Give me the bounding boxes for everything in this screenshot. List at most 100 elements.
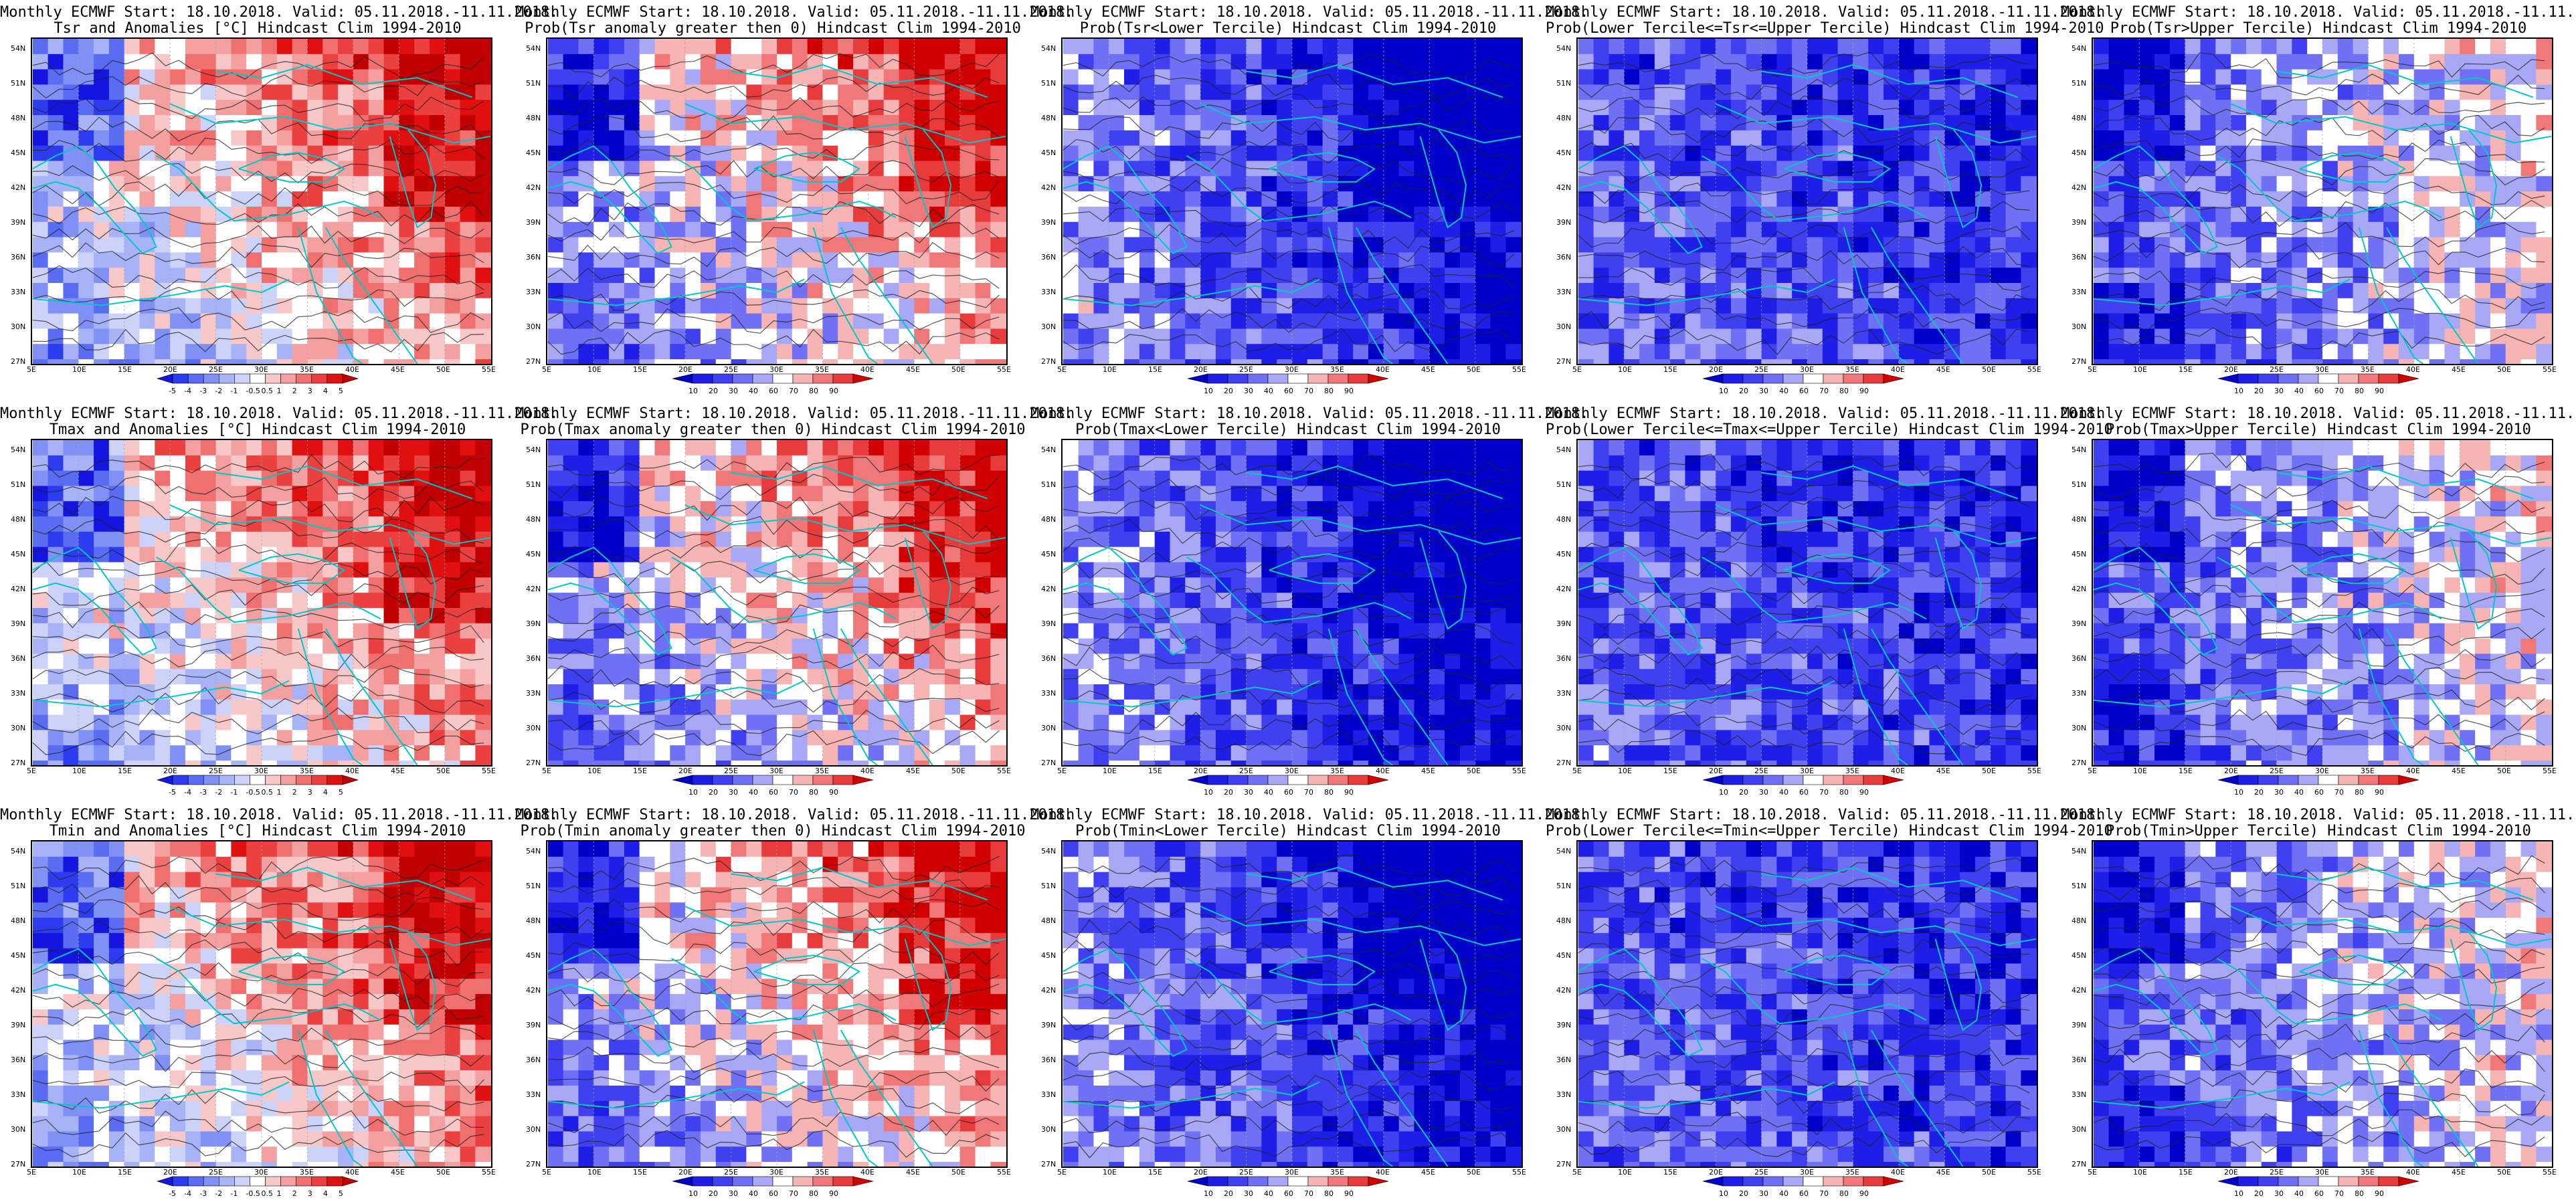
colorbar-tick: 70 bbox=[789, 1189, 798, 1198]
colorbar-tick: 40 bbox=[1264, 788, 1273, 797]
colorbar-tick: 60 bbox=[769, 1189, 778, 1198]
lon-label: 20E bbox=[2224, 365, 2238, 374]
lon-label: 30E bbox=[254, 767, 268, 775]
colorbar bbox=[2211, 1176, 2425, 1187]
lat-label: 54N bbox=[1041, 44, 1056, 53]
colorbar-tick: 90 bbox=[2375, 788, 2384, 797]
lat-label: 33N bbox=[2072, 288, 2087, 296]
lon-label: 40E bbox=[860, 1168, 875, 1177]
lat-label: 36N bbox=[2072, 654, 2087, 663]
lon-label: 55E bbox=[482, 365, 496, 374]
lon-label: 45E bbox=[1421, 1168, 1435, 1177]
lat-label: 36N bbox=[1041, 654, 1056, 663]
lon-label: 45E bbox=[391, 1168, 405, 1177]
colorbar-tick: -0.5 bbox=[246, 387, 260, 395]
lon-label: 45E bbox=[391, 365, 405, 374]
lat-label: 42N bbox=[11, 986, 26, 995]
lat-label: 36N bbox=[526, 1056, 541, 1064]
lon-label: 25E bbox=[1754, 365, 1768, 374]
colorbar-tick: -5 bbox=[169, 1189, 177, 1198]
lon-label: 5E bbox=[542, 1168, 551, 1177]
panel-title-line2: Prob(Tmax>Upper Tercile) Hindcast Clim 1… bbox=[2106, 421, 2531, 438]
colorbar-tick: 30 bbox=[1759, 1189, 1768, 1198]
lat-label: 30N bbox=[1556, 322, 1572, 331]
colorbar-tick: 10 bbox=[1719, 1189, 1728, 1198]
colorbar-tick: 70 bbox=[1819, 1189, 1829, 1198]
lon-label: 15E bbox=[633, 1168, 647, 1177]
lat-label: 30N bbox=[2072, 724, 2087, 732]
colorbar-tick: -2 bbox=[215, 387, 223, 395]
lon-label: 40E bbox=[1376, 365, 1390, 374]
colorbar-tick: 80 bbox=[1324, 387, 1333, 395]
colorbar bbox=[1181, 373, 1395, 384]
lon-label: 35E bbox=[300, 767, 314, 775]
colorbar-tick: 90 bbox=[2375, 387, 2384, 395]
lon-label: 45E bbox=[2452, 1168, 2466, 1177]
forecast-map bbox=[1061, 840, 1523, 1168]
lat-label: 45N bbox=[1041, 951, 1056, 960]
colorbar-tick: 20 bbox=[1224, 1189, 1233, 1198]
lon-label: 40E bbox=[2406, 1168, 2420, 1177]
lat-label: 48N bbox=[1041, 515, 1056, 524]
colorbar-tick: -2 bbox=[215, 788, 223, 797]
lon-label: 50E bbox=[1982, 365, 1996, 374]
lon-label: 10E bbox=[2133, 365, 2147, 374]
colorbar-tick: 5 bbox=[338, 788, 343, 797]
panel-title-line2: Tmin and Anomalies [°C] Hindcast Clim 19… bbox=[49, 823, 466, 839]
lon-label: 50E bbox=[2497, 365, 2511, 374]
lat-label: 30N bbox=[526, 322, 541, 331]
lon-label: 40E bbox=[345, 365, 359, 374]
colorbar bbox=[151, 1176, 365, 1187]
lon-label: 40E bbox=[860, 767, 875, 775]
colorbar-tick: -4 bbox=[184, 788, 192, 797]
lat-label: 27N bbox=[2072, 1160, 2087, 1169]
lon-label: 10E bbox=[1618, 365, 1632, 374]
lon-label: 40E bbox=[1891, 365, 1905, 374]
colorbar-tick: -5 bbox=[169, 387, 177, 395]
lat-label: 30N bbox=[526, 724, 541, 732]
lon-label: 10E bbox=[587, 365, 602, 374]
lon-label: 30E bbox=[769, 1168, 784, 1177]
panel-title-line2: Prob(Tsr anomaly greater then 0) Hindcas… bbox=[525, 20, 1021, 37]
lat-label: 39N bbox=[11, 1021, 26, 1029]
lon-label: 25E bbox=[209, 1168, 223, 1177]
colorbar-tick: 3 bbox=[307, 387, 312, 395]
colorbar-tick: -3 bbox=[199, 1189, 207, 1198]
lat-label: 39N bbox=[11, 619, 26, 628]
lat-label: 42N bbox=[1556, 585, 1572, 593]
lon-label: 55E bbox=[2027, 767, 2041, 775]
lat-label: 51N bbox=[1041, 480, 1056, 489]
lat-label: 45N bbox=[11, 148, 26, 157]
colorbar bbox=[151, 775, 365, 785]
lon-label: 55E bbox=[1512, 767, 1526, 775]
lat-label: 42N bbox=[2072, 183, 2087, 192]
colorbar-tick: 40 bbox=[2294, 387, 2304, 395]
lon-label: 50E bbox=[1467, 767, 1481, 775]
lat-label: 36N bbox=[1041, 253, 1056, 262]
lon-label: 15E bbox=[633, 767, 647, 775]
colorbar bbox=[2211, 373, 2425, 384]
lon-label: 25E bbox=[2270, 767, 2284, 775]
colorbar-tick: 30 bbox=[1244, 788, 1253, 797]
lat-label: 45N bbox=[526, 550, 541, 559]
colorbar-tick: 20 bbox=[2254, 1189, 2264, 1198]
panel-title-line1: Monthly ECMWF Start: 18.10.2018. Valid: … bbox=[2061, 4, 2576, 21]
colorbar-tick: 80 bbox=[2355, 788, 2364, 797]
lat-label: 36N bbox=[2072, 253, 2087, 262]
lon-label: 40E bbox=[860, 365, 875, 374]
lat-label: 33N bbox=[1556, 1090, 1572, 1099]
colorbar-tick: 70 bbox=[2334, 387, 2344, 395]
lat-label: 27N bbox=[526, 759, 541, 767]
colorbar-tick: 40 bbox=[1779, 387, 1788, 395]
map-canvas bbox=[2093, 440, 2552, 765]
lat-label: 36N bbox=[1041, 1056, 1056, 1064]
colorbar-tick: 70 bbox=[2334, 788, 2344, 797]
lat-label: 51N bbox=[11, 79, 26, 88]
map-panel-tsr-anom: Monthly ECMWF Start: 18.10.2018. Valid: … bbox=[0, 0, 558, 401]
lon-label: 10E bbox=[72, 365, 86, 374]
lat-label: 54N bbox=[11, 44, 26, 53]
colorbar-tick: 10 bbox=[688, 1189, 698, 1198]
lat-label: 27N bbox=[1556, 357, 1572, 366]
map-panel-tsr-prob-lower: Monthly ECMWF Start: 18.10.2018. Valid: … bbox=[1030, 0, 1588, 401]
lat-label: 48N bbox=[2072, 114, 2087, 122]
